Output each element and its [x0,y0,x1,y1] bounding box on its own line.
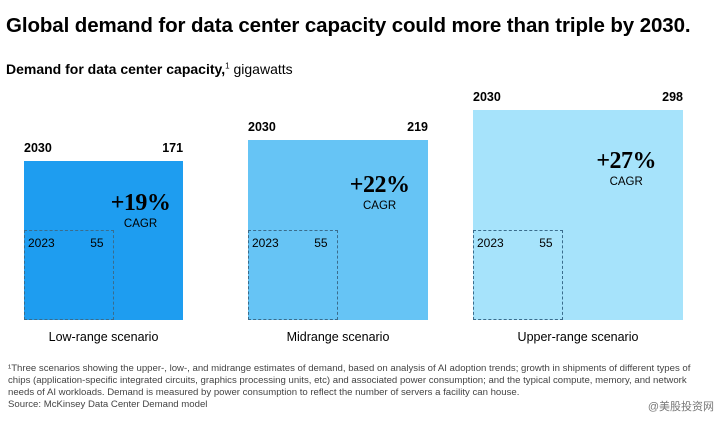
cagr-label: CAGR [123,217,158,230]
cagr-value: +27% [596,147,657,174]
start-year-label: 2023 [28,235,55,250]
cagr-label: CAGR [362,200,397,213]
cagr-value: +22% [349,172,410,199]
source-note: Source: McKinsey Data Center Demand mode… [8,399,208,410]
subtitle-unit: gigawatts [233,61,293,77]
start-value-label: 55 [539,235,553,250]
footnote-marker: 1 [225,61,230,71]
chart-subtitle: Demand for data center capacity,1 gigawa… [6,61,293,77]
subtitle-label: Demand for data center capacity, [6,61,226,77]
scenario-square-2023 [473,229,564,320]
cagr-value: +19% [110,189,171,216]
start-year-label: 2023 [252,235,279,250]
scenario-square-2030 [24,160,184,320]
start-value-label: 55 [314,235,328,250]
footnote: ¹Three scenarios showing the upper-, low… [8,363,691,398]
end-year-label: 2030 [24,140,52,155]
scenario-square-2023 [24,229,115,320]
end-value-label: 171 [162,140,184,155]
end-value-label: 298 [662,90,683,104]
end-value-label: 219 [407,119,429,134]
end-year-label: 2030 [473,90,501,104]
end-year-label: 2030 [248,119,276,134]
scenario-square-2030 [473,110,683,320]
scenario-label: Upper-range scenario [517,330,639,344]
watermark: @美股投资网 [647,401,714,413]
chart-title: Global demand for data center capacity c… [6,14,691,37]
start-year-label: 2023 [477,235,504,250]
start-value-label: 55 [90,235,104,250]
scenario-square-2023 [248,229,339,320]
scenario-label: Midrange scenario [286,330,390,344]
cagr-label: CAGR [609,175,643,188]
scenario-label: Low-range scenario [48,330,159,344]
